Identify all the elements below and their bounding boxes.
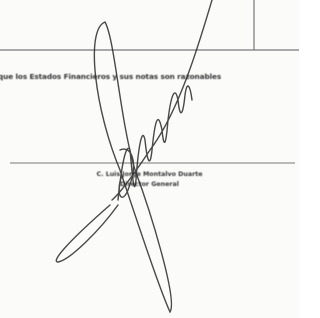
document-page: que los Estados Financieros y sus notas … [0,0,299,318]
signature-stroke [56,205,118,262]
signature [0,0,299,318]
signature-stroke [112,0,212,200]
